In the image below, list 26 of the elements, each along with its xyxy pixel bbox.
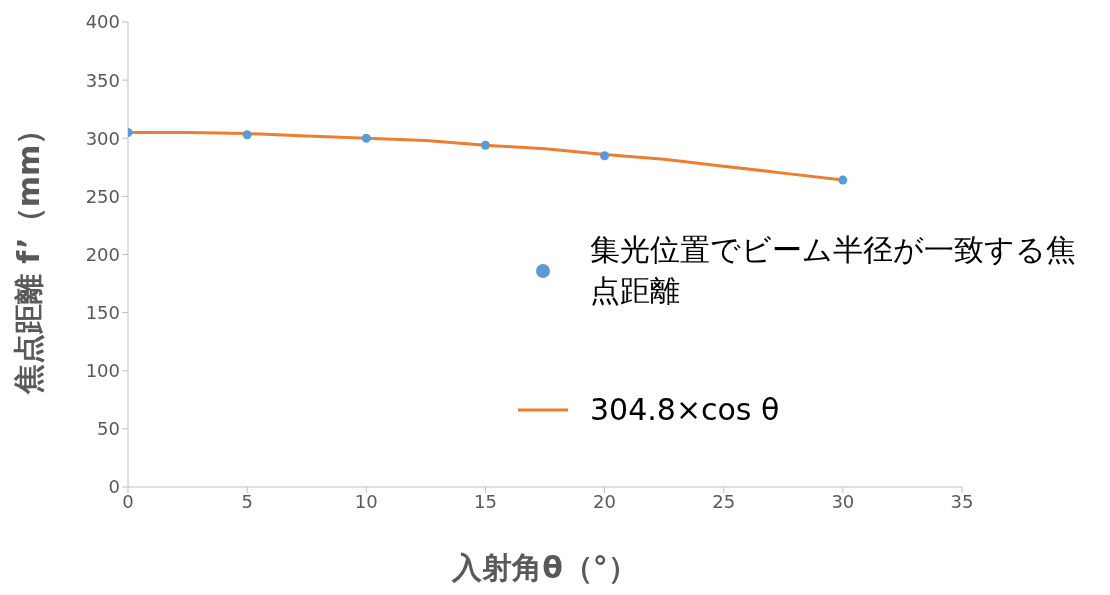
y-tick-label: 150 (85, 302, 120, 324)
y-tick-label: 350 (85, 69, 120, 91)
x-tick-label: 20 (593, 490, 617, 512)
x-tick-label: 35 (950, 490, 974, 512)
y-tick-label: 200 (85, 243, 120, 265)
x-tick-label: 25 (712, 490, 736, 512)
x-tick-label: 15 (473, 490, 497, 512)
y-tick-label: 0 (108, 476, 120, 498)
point (600, 151, 610, 161)
y-tick-label: 400 (85, 11, 120, 33)
y-tick-label: 100 (85, 360, 120, 382)
legend-label: 集光位置でビーム半径が一致する焦点距離 (590, 231, 1077, 310)
x-tick-label: 30 (831, 490, 855, 512)
point (480, 140, 490, 150)
y-tick-label: 250 (85, 185, 120, 207)
point (242, 130, 252, 140)
y-tick-label: 50 (97, 418, 120, 440)
x-tick-label: 5 (241, 490, 253, 512)
x-tick-label: 0 (122, 490, 134, 512)
y-axis-title: 焦点距離 f’（mm） (10, 114, 46, 396)
point (361, 133, 371, 143)
x-axis-title: 入射角θ（°） (451, 550, 638, 586)
x-tick-label: 10 (354, 490, 378, 512)
point (838, 175, 848, 185)
y-tick-label: 300 (85, 127, 120, 149)
legend-label: 304.8×cos θ (590, 392, 781, 427)
